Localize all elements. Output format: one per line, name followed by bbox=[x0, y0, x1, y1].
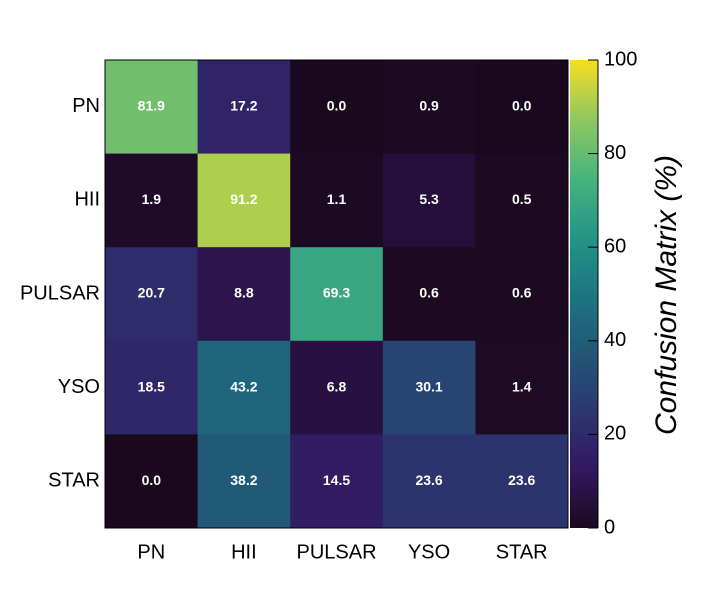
heatmap-cell bbox=[290, 434, 384, 529]
heatmap-cell bbox=[290, 247, 384, 342]
heatmap-cell bbox=[197, 60, 291, 155]
cell-label: 0.6 bbox=[512, 285, 532, 301]
cell-label: 6.8 bbox=[327, 378, 347, 394]
cell-label: 0.5 bbox=[512, 191, 532, 207]
cell-label: 20.7 bbox=[138, 285, 165, 301]
heatmap-cell bbox=[475, 434, 569, 529]
cell-label: 1.1 bbox=[327, 191, 347, 207]
heatmap-cell bbox=[475, 153, 569, 248]
heatmap-cell bbox=[105, 434, 199, 529]
heatmap-cell bbox=[105, 247, 199, 342]
colorbar-tick-label: 40 bbox=[604, 329, 626, 351]
heatmap-cell bbox=[382, 247, 476, 342]
heatmap-cell bbox=[382, 434, 476, 529]
x-tick-label: STAR bbox=[496, 541, 548, 563]
plot-frame bbox=[104, 59, 569, 529]
x-tick-label: PULSAR bbox=[296, 541, 376, 563]
cell-label: 43.2 bbox=[230, 378, 257, 394]
cell-label: 23.6 bbox=[508, 472, 535, 488]
cell-label: 91.2 bbox=[230, 191, 257, 207]
heatmap-cell bbox=[382, 340, 476, 435]
heatmap-cell bbox=[475, 247, 569, 342]
cell-label: 1.9 bbox=[142, 191, 162, 207]
colorbar-tick-label: 100 bbox=[604, 48, 637, 70]
heatmap-cell bbox=[105, 153, 199, 248]
cell-label: 1.4 bbox=[512, 378, 532, 394]
colorbar-tick-label: 60 bbox=[604, 235, 626, 257]
heatmap-cell bbox=[475, 60, 569, 155]
heatmap-cell bbox=[290, 60, 384, 155]
heatmap-cell bbox=[197, 340, 291, 435]
cell-label: 17.2 bbox=[230, 98, 257, 114]
x-tick-label: HII bbox=[231, 541, 257, 563]
cell-label: 18.5 bbox=[138, 378, 165, 394]
cell-label: 81.9 bbox=[138, 98, 165, 114]
x-tick-label: YSO bbox=[408, 541, 450, 563]
cell-label: 0.0 bbox=[512, 98, 532, 114]
x-tick-label: PN bbox=[137, 541, 165, 563]
y-tick-label: PN bbox=[72, 95, 100, 117]
colorbar bbox=[570, 60, 598, 528]
heatmap-cell bbox=[382, 153, 476, 248]
cell-label: 23.6 bbox=[415, 472, 442, 488]
cell-label: 69.3 bbox=[323, 285, 350, 301]
heatmap-cell bbox=[382, 60, 476, 155]
colorbar-tick-label: 80 bbox=[604, 142, 626, 164]
heatmap-cell bbox=[197, 434, 291, 529]
heatmap-cell bbox=[105, 340, 199, 435]
cell-label: 38.2 bbox=[230, 472, 257, 488]
cell-label: 14.5 bbox=[323, 472, 350, 488]
heatmap-cell bbox=[197, 153, 291, 248]
heatmap-cell bbox=[290, 340, 384, 435]
heatmap-cell bbox=[197, 247, 291, 342]
colorbar-tick-label: 20 bbox=[604, 423, 626, 445]
cell-label: 0.0 bbox=[327, 98, 347, 114]
y-tick-label: PULSAR bbox=[20, 282, 100, 304]
cell-label: 5.3 bbox=[419, 191, 439, 207]
y-tick-label: HII bbox=[74, 189, 100, 211]
y-tick-label: STAR bbox=[48, 469, 100, 491]
colorbar-tick-label: 0 bbox=[604, 516, 615, 538]
cell-label: 30.1 bbox=[415, 378, 442, 394]
heatmap-cell bbox=[105, 60, 199, 155]
cell-label: 8.8 bbox=[234, 285, 254, 301]
cell-label: 0.0 bbox=[142, 472, 162, 488]
cells bbox=[105, 60, 569, 529]
colorbar-label: Confusion Matrix (%) bbox=[650, 155, 683, 435]
heatmap-cell bbox=[475, 340, 569, 435]
heatmap-cell bbox=[290, 153, 384, 248]
y-tick-label: YSO bbox=[58, 376, 100, 398]
cell-label: 0.6 bbox=[419, 285, 439, 301]
cell-label: 0.9 bbox=[419, 98, 439, 114]
